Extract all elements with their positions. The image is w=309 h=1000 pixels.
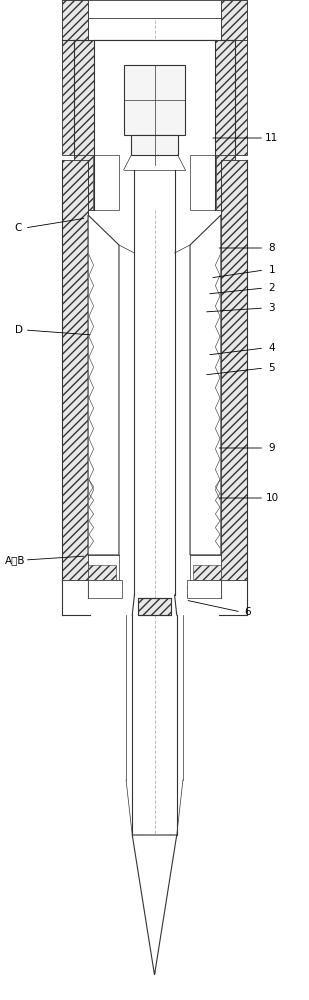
Polygon shape [132, 835, 177, 975]
Bar [187, 580, 221, 598]
Text: 8: 8 [269, 243, 275, 253]
Bar [190, 555, 221, 580]
Bar [187, 580, 221, 598]
Text: 4: 4 [269, 343, 275, 353]
Bar [62, 160, 88, 580]
Bar [94, 40, 215, 210]
Bar [215, 155, 235, 210]
Text: A、B: A、B [5, 555, 26, 565]
Bar [62, 40, 88, 155]
Text: 10: 10 [265, 493, 278, 503]
Bar [221, 160, 247, 580]
Text: 6: 6 [244, 607, 251, 617]
Text: D: D [15, 325, 23, 335]
Bar [88, 0, 221, 18]
Bar [221, 215, 247, 555]
Bar [62, 0, 88, 80]
Text: 3: 3 [269, 303, 275, 313]
Bar [62, 215, 88, 555]
Bar [193, 565, 221, 580]
Bar [190, 155, 216, 210]
Bar [215, 40, 235, 180]
Bar [88, 555, 119, 580]
Bar [138, 598, 171, 615]
Polygon shape [88, 215, 119, 555]
Text: 5: 5 [269, 363, 275, 373]
Text: 9: 9 [269, 443, 275, 453]
Text: 2: 2 [269, 283, 275, 293]
Bar [62, 0, 88, 40]
Bar [221, 40, 247, 155]
Bar [74, 40, 94, 180]
Bar [93, 155, 119, 210]
Bar [88, 565, 116, 580]
Bar [88, 580, 122, 598]
Bar [74, 155, 94, 210]
Polygon shape [190, 215, 221, 555]
Bar [221, 0, 247, 40]
Bar [88, 580, 122, 598]
Bar [124, 65, 185, 135]
Bar [221, 0, 247, 80]
Text: 1: 1 [269, 265, 275, 275]
Text: C: C [15, 223, 22, 233]
Text: 11: 11 [265, 133, 278, 143]
Bar [131, 135, 178, 155]
